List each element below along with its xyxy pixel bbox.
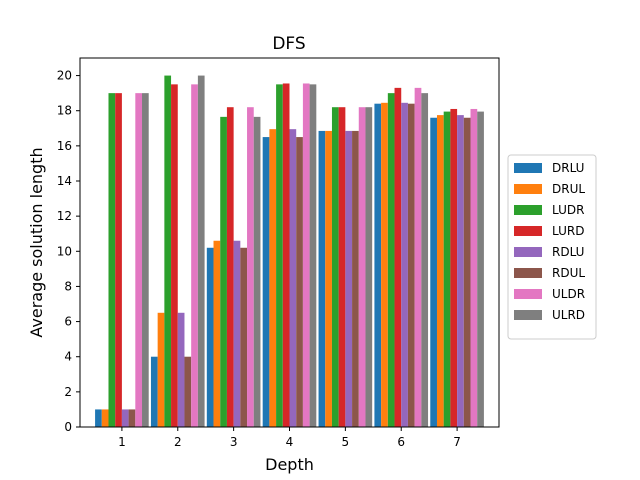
legend-label-lurd: LURD	[552, 224, 584, 238]
bar-rdul-depth-4	[296, 137, 303, 427]
x-tick-label: 5	[342, 435, 350, 449]
bar-uldr-depth-1	[135, 93, 143, 427]
bar-ulrd-depth-6	[421, 93, 429, 427]
y-tick-label: 4	[64, 350, 72, 364]
x-axis: 1 2 3 4 5 6 7	[118, 427, 461, 449]
bar-lurd-depth-3	[226, 107, 234, 427]
bar-drul-depth-3	[213, 240, 221, 427]
bar-rdlu-depth-5	[345, 130, 353, 428]
bar-ludr-depth-3	[220, 116, 227, 428]
y-tick-label: 20	[57, 69, 72, 83]
bar-ludr-depth-5	[331, 107, 339, 427]
y-tick-label: 6	[64, 315, 72, 329]
bar-ulrd-depth-4	[309, 84, 317, 428]
y-tick-label: 10	[57, 244, 72, 258]
bar-drlu-depth-1	[95, 409, 102, 427]
bar-uldr-depth-2	[191, 84, 198, 428]
y-tick-label: 8	[64, 279, 72, 293]
bar-drlu-depth-3	[206, 247, 214, 427]
bar-ulrd-depth-5	[365, 107, 373, 427]
bar-rdul-depth-5	[352, 130, 359, 428]
legend-swatch-lurd	[514, 226, 542, 236]
y-tick-label: 18	[57, 104, 72, 118]
x-tick-label: 6	[397, 435, 405, 449]
legend-swatch-rdul	[514, 268, 542, 278]
bar-rdlu-depth-1	[121, 409, 129, 427]
bar-ludr-depth-6	[387, 93, 395, 427]
bar-ulrd-depth-7	[477, 111, 484, 427]
bar-drul-depth-7	[436, 115, 444, 428]
bar-lurd-depth-4	[282, 83, 290, 427]
bar-rdul-depth-2	[184, 356, 192, 427]
legend-label-ulrd: ULRD	[552, 308, 585, 322]
bar-drlu-depth-2	[150, 356, 158, 427]
bar-uldr-depth-5	[358, 107, 366, 427]
legend-label-rdul: RDUL	[552, 266, 585, 280]
legend-label-ludr: LUDR	[552, 203, 584, 217]
y-tick-label: 2	[64, 385, 72, 399]
chart-title: DFS	[272, 34, 305, 54]
legend-label-rdlu: RDLU	[552, 245, 584, 259]
bar-lurd-depth-1	[115, 93, 122, 427]
bar-uldr-depth-6	[414, 87, 422, 428]
bar-drlu-depth-5	[318, 130, 326, 428]
bar-ludr-depth-4	[276, 84, 283, 428]
x-tick-label: 2	[174, 435, 182, 449]
bar-lurd-depth-2	[171, 84, 178, 428]
legend-label-drlu: DRLU	[552, 161, 584, 175]
legend-label-drul: DRUL	[552, 182, 585, 196]
bar-rdlu-depth-7	[457, 115, 464, 428]
y-tick-label: 0	[64, 420, 72, 434]
legend-label-uldr: ULDR	[552, 287, 585, 301]
x-tick-label: 7	[453, 435, 461, 449]
bar-uldr-depth-3	[247, 107, 254, 427]
y-axis-label: Average solution length	[27, 147, 46, 337]
bar-lurd-depth-7	[450, 108, 458, 428]
x-tick-label: 3	[230, 435, 238, 449]
bar-ulrd-depth-3	[253, 116, 261, 428]
bar-drul-depth-1	[101, 409, 109, 427]
y-tick-label: 16	[57, 139, 72, 153]
legend-swatch-ulrd	[514, 310, 542, 320]
bar-rdlu-depth-2	[177, 312, 185, 427]
y-tick-label: 14	[57, 174, 72, 188]
bar-rdul-depth-6	[407, 103, 415, 427]
bar-ulrd-depth-1	[142, 93, 149, 427]
legend-swatch-uldr	[514, 289, 542, 299]
x-tick-label: 4	[286, 435, 294, 449]
bar-lurd-depth-5	[338, 107, 346, 427]
x-tick-label: 1	[118, 435, 126, 449]
bar-rdlu-depth-4	[289, 129, 297, 427]
bar-drlu-depth-6	[374, 103, 382, 427]
bar-drlu-depth-4	[262, 137, 270, 427]
bar-rdul-depth-3	[240, 247, 248, 427]
x-axis-label: Depth	[265, 455, 314, 474]
bar-ludr-depth-7	[443, 111, 451, 427]
legend-swatch-rdlu	[514, 247, 542, 257]
bar-uldr-depth-7	[470, 108, 478, 428]
bar-rdul-depth-7	[463, 117, 471, 428]
bar-drul-depth-4	[269, 129, 277, 427]
bar-drlu-depth-7	[430, 117, 437, 428]
legend-swatch-ludr	[514, 205, 542, 215]
legend: DRLU DRUL LUDR LURD RDLU RDUL ULDR ULRD	[507, 154, 597, 340]
bar-rdul-depth-1	[128, 409, 136, 427]
bar-drul-depth-5	[325, 130, 332, 428]
y-axis: 0 2 4 6 8 10 12 14 16 18 20	[57, 69, 80, 434]
bar-ulrd-depth-2	[197, 75, 205, 427]
bar-drul-depth-6	[381, 102, 388, 427]
legend-swatch-drlu	[514, 163, 542, 173]
bar-uldr-depth-4	[302, 83, 310, 427]
bar-rdlu-depth-6	[401, 102, 408, 427]
y-tick-label: 12	[57, 209, 72, 223]
bar-ludr-depth-1	[108, 93, 116, 427]
bars-group	[95, 75, 484, 428]
legend-swatch-drul	[514, 184, 542, 194]
bar-drul-depth-2	[157, 312, 165, 427]
bar-ludr-depth-2	[164, 75, 172, 427]
bar-lurd-depth-6	[394, 87, 402, 428]
bar-rdlu-depth-3	[233, 240, 241, 427]
